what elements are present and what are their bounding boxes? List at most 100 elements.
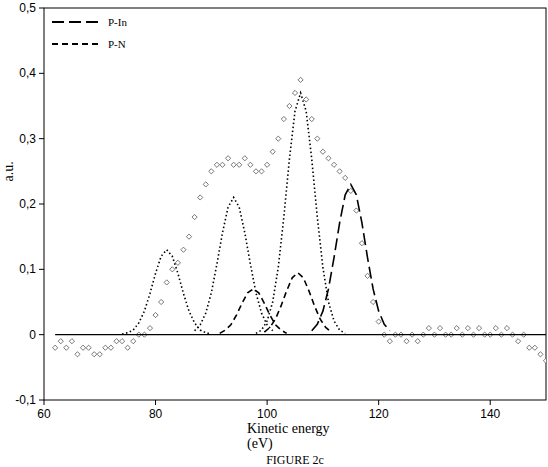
data-point: [292, 90, 297, 95]
data-point: [426, 326, 431, 331]
data-point: [225, 156, 230, 161]
data-point: [326, 156, 331, 161]
data-point: [125, 345, 130, 350]
data-point: [114, 339, 119, 344]
data-point: [53, 345, 58, 350]
data-point: [64, 345, 69, 350]
plot-frame: [44, 8, 546, 400]
data-point: [437, 326, 442, 331]
x-tick: [44, 400, 45, 405]
data-point: [103, 345, 108, 350]
y-tick-label: 0,5: [19, 1, 36, 15]
data-point: [304, 97, 309, 102]
y-tick-label: 0: [29, 328, 36, 342]
data-point: [287, 103, 292, 108]
legend-swatch: [52, 21, 100, 23]
data-point: [86, 345, 91, 350]
data-point: [248, 162, 253, 167]
data-point: [170, 267, 175, 272]
data-point: [131, 339, 136, 344]
y-tick-label: -0,1: [15, 393, 36, 407]
data-point: [476, 326, 481, 331]
data-point: [415, 339, 420, 344]
data-point: [231, 162, 236, 167]
data-point: [253, 169, 258, 174]
data-point: [527, 345, 532, 350]
data-point: [354, 208, 359, 213]
y-tick: [39, 269, 44, 270]
y-tick-label: 0,4: [19, 66, 36, 80]
data-point: [337, 169, 342, 174]
data-point: [454, 326, 459, 331]
data-point: [298, 77, 303, 82]
y-tick-label: 0,2: [19, 197, 36, 211]
data-point: [370, 299, 375, 304]
data-point: [543, 358, 546, 363]
y-tick: [39, 8, 44, 9]
data-point: [270, 149, 275, 154]
x-tick: [378, 400, 379, 405]
data-point: [265, 162, 270, 167]
data-point: [343, 175, 348, 180]
data-point: [276, 136, 281, 141]
y-tick: [39, 400, 44, 401]
data-point: [181, 247, 186, 252]
y-tick: [39, 204, 44, 205]
fit-curve-p-n: [220, 273, 332, 334]
data-point: [309, 116, 314, 121]
data-point: [404, 339, 409, 344]
data-point: [465, 326, 470, 331]
fit-curve: [55, 334, 546, 335]
y-tick: [39, 73, 44, 74]
data-point: [516, 339, 521, 344]
caption: FIGURE 2c: [266, 453, 324, 467]
legend-label: P-In: [108, 16, 127, 28]
data-point: [209, 169, 214, 174]
data-point: [242, 156, 247, 161]
data-point: [186, 234, 191, 239]
data-point: [80, 345, 85, 350]
data-point: [259, 169, 264, 174]
data-point: [69, 339, 74, 344]
data-point: [164, 280, 169, 285]
x-axis-label: Kinetic energy: [247, 421, 330, 436]
data-point: [320, 149, 325, 154]
data-point: [315, 136, 320, 141]
data-point: [119, 339, 124, 344]
fit-curve-p-in: [312, 184, 390, 330]
legend-label: P-N: [108, 38, 126, 50]
plot-area: [53, 77, 546, 363]
data-point: [175, 260, 180, 265]
data-point: [237, 162, 242, 167]
legend: P-In P-N: [52, 16, 127, 50]
x-tick-label: 100: [257, 407, 277, 421]
x-tick: [490, 400, 491, 405]
data-point: [92, 352, 97, 357]
data-point: [538, 352, 543, 357]
data-point: [376, 319, 381, 324]
y-tick: [39, 138, 44, 139]
data-point: [97, 352, 102, 357]
data-point: [532, 345, 537, 350]
y-tick: [39, 334, 44, 335]
legend-swatch: [52, 43, 100, 45]
x-tick-label: 140: [480, 407, 500, 421]
data-point: [214, 162, 219, 167]
data-point: [159, 299, 164, 304]
data-point: [147, 326, 152, 331]
data-point: [504, 326, 509, 331]
fit-curve: [122, 250, 211, 334]
data-point: [75, 352, 80, 357]
x-tick-label: 80: [149, 407, 163, 421]
x-tick-label: 60: [37, 407, 51, 421]
scatter-series: [53, 77, 546, 363]
fit-curve: [256, 93, 345, 333]
data-point: [359, 241, 364, 246]
y-tick-label: 0,1: [19, 262, 36, 276]
data-point: [58, 339, 63, 344]
data-point: [387, 339, 392, 344]
y-axis-label: a.u.: [1, 161, 16, 181]
y-tick-label: 0,3: [19, 132, 36, 146]
data-point: [192, 214, 197, 219]
data-point: [220, 162, 225, 167]
